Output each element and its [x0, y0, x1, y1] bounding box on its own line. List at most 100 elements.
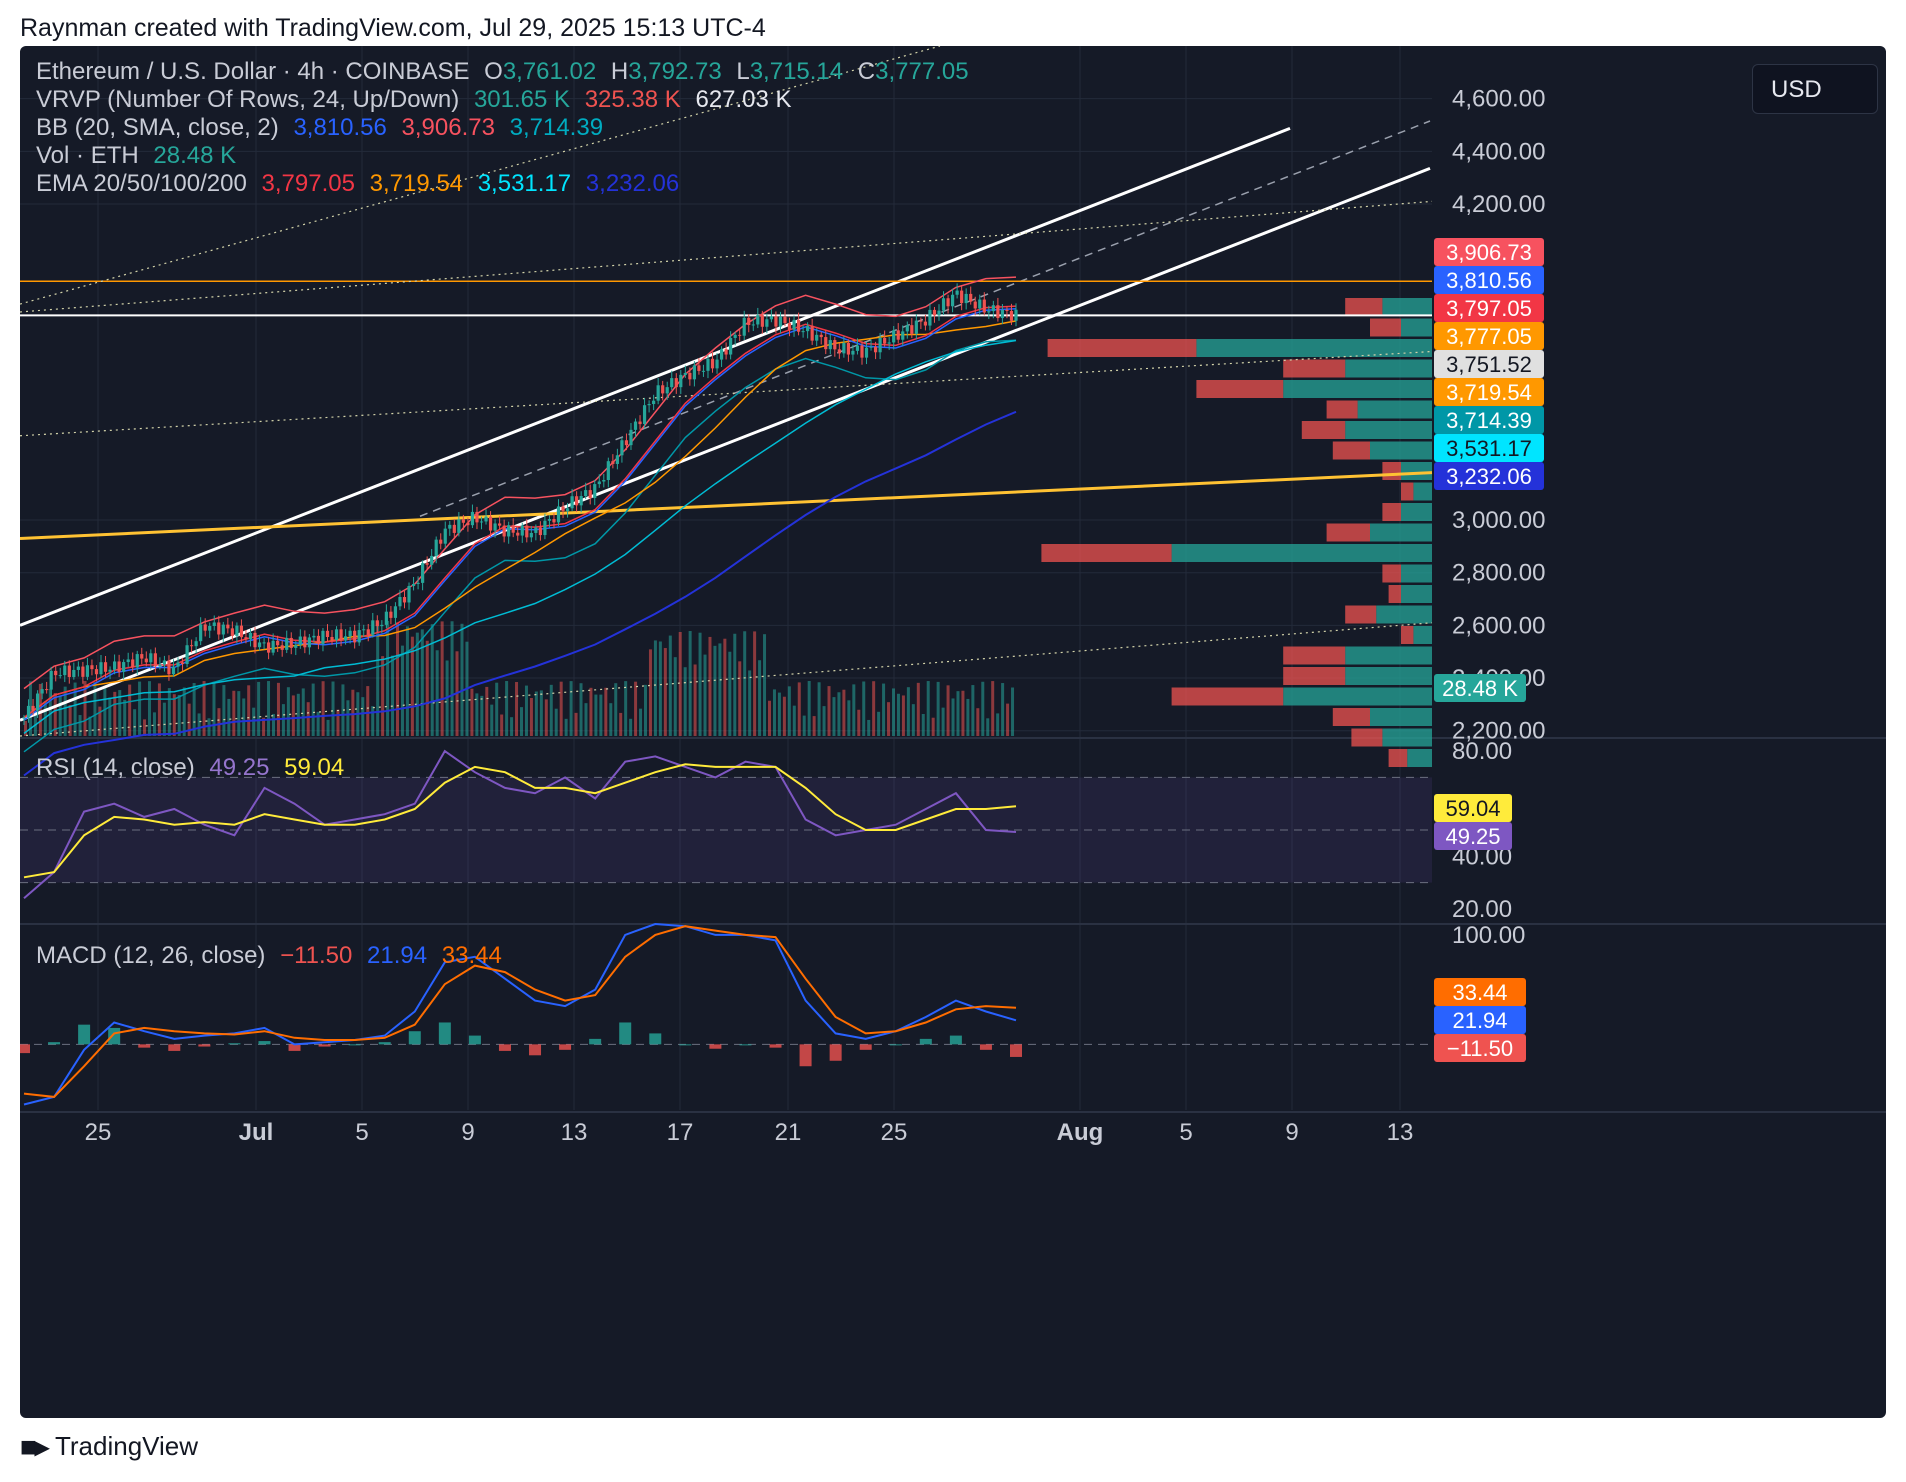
candle-body: [846, 343, 851, 355]
macd-signal-value: 33.44: [441, 942, 502, 969]
volume-bar: [609, 703, 613, 736]
footer-brand[interactable]: ■▸ TradingView: [20, 1430, 198, 1463]
rsi-value: 49.25: [209, 754, 270, 781]
rsi-legend[interactable]: RSI (14, close) 49.25 59.04: [36, 754, 352, 782]
vrvp-label[interactable]: VRVP (Number Of Rows, 24, Up/Down): [36, 86, 460, 113]
macd-label[interactable]: MACD (12, 26, close): [36, 942, 266, 969]
chart-canvas[interactable]: 2,200.002,400.002,600.002,800.003,000.00…: [20, 46, 1886, 1418]
bb-label[interactable]: BB (20, SMA, close, 2): [36, 114, 279, 141]
candle-body: [873, 346, 878, 353]
volume-bar: [306, 702, 310, 736]
volume-label[interactable]: Vol · ETH: [36, 142, 139, 169]
price-tick-label: 2,800.00: [1452, 560, 1545, 587]
candle-body: [126, 659, 130, 663]
volume-bar: [172, 694, 176, 736]
candle-body: [529, 532, 533, 538]
ema-legend[interactable]: EMA 20/50/100/200 3,797.05 3,719.54 3,53…: [36, 170, 687, 198]
time-tick-label: 25: [85, 1119, 112, 1146]
vrvp-down-bar: [1382, 503, 1401, 521]
volume-bar: [882, 683, 886, 736]
volume-bar: [1006, 703, 1010, 736]
candle-body: [63, 665, 67, 676]
volume-bar: [842, 689, 846, 736]
vrvp-up-bar: [1283, 380, 1432, 398]
candle-body: [520, 525, 524, 536]
price-label-text: 3,906.73: [1446, 240, 1532, 265]
candle-body: [244, 637, 248, 640]
candle-body: [452, 524, 456, 533]
macd-legend[interactable]: MACD (12, 26, close) −11.50 21.94 33.44: [36, 942, 510, 970]
high-label: H: [610, 58, 629, 85]
rsi-label[interactable]: RSI (14, close): [36, 754, 195, 781]
macd-histogram-bar: [559, 1044, 572, 1050]
volume-legend[interactable]: Vol · ETH 28.48 K: [36, 142, 244, 170]
close-value: 3,777.05: [875, 58, 969, 85]
candle-body: [267, 642, 271, 653]
volume-bar: [896, 693, 900, 736]
price-label-text: 3,531.17: [1446, 436, 1532, 461]
symbol-legend[interactable]: Ethereum / U.S. Dollar · 4h · COINBASE O…: [36, 58, 977, 86]
candle-body: [276, 640, 280, 646]
candle-body: [914, 320, 918, 334]
volume-bar: [956, 691, 960, 736]
price-tick-label: 4,200.00: [1452, 191, 1545, 218]
ema-label[interactable]: EMA 20/50/100/200: [36, 170, 247, 197]
time-tick-label: Jul: [239, 1119, 274, 1146]
chart-frame[interactable]: 2,200.002,400.002,600.002,800.003,000.00…: [20, 46, 1886, 1418]
volume-bar: [639, 708, 643, 736]
volume-bar: [703, 654, 707, 736]
price-tick-label: 2,200.00: [1452, 718, 1545, 745]
candle-body: [366, 629, 370, 635]
macd-histogram-bar: [979, 1044, 992, 1050]
candle-body: [973, 301, 977, 309]
candle-body: [652, 400, 656, 405]
macd-histogram-bar: [228, 1043, 241, 1045]
candle-body: [140, 654, 144, 659]
volume-bar: [33, 710, 37, 736]
volume-bar: [911, 704, 915, 736]
candle-body: [303, 636, 307, 648]
symbol-name[interactable]: Ethereum / U.S. Dollar · 4h · COINBASE: [36, 58, 470, 85]
volume-bar: [257, 681, 261, 736]
volume-bar: [301, 688, 305, 736]
footer-brand-text: TradingView: [54, 1431, 199, 1461]
volume-bar: [386, 621, 390, 736]
vrvp-down-bar: [1171, 687, 1284, 706]
volume-label-text: 28.48 K: [1442, 676, 1518, 701]
candle-body: [633, 421, 638, 430]
vrvp-down-bar: [1283, 359, 1346, 378]
candle-body: [461, 519, 465, 523]
macd-histogram-bar: [949, 1035, 962, 1045]
macd-histogram-bar: [288, 1044, 301, 1051]
volume-bar: [713, 645, 717, 736]
dotted-fib-line: [20, 622, 1433, 737]
vrvp-legend[interactable]: VRVP (Number Of Rows, 24, Up/Down) 301.6…: [36, 86, 800, 114]
candle-body: [135, 654, 139, 668]
volume-bar: [708, 636, 712, 736]
candle-body: [932, 309, 937, 316]
volume-bar: [222, 685, 226, 736]
bb-legend[interactable]: BB (20, SMA, close, 2) 3,810.56 3,906.73…: [36, 114, 611, 142]
volume-bar: [420, 629, 424, 736]
bb-basis-line: [23, 307, 1017, 721]
volume-bar: [797, 682, 801, 736]
volume-bar: [480, 695, 484, 736]
candle-body: [923, 321, 928, 326]
candle-body: [72, 669, 76, 678]
volume-bar: [167, 688, 171, 736]
volume-bar: [28, 681, 32, 736]
volume-bar: [376, 622, 380, 736]
channel-upper-line: [20, 126, 1291, 627]
vrvp-down-bar: [1382, 564, 1401, 583]
price-tick-label: 4,600.00: [1452, 86, 1545, 113]
currency-button[interactable]: USD: [1752, 64, 1878, 114]
price-label-text: 3,232.06: [1446, 464, 1532, 489]
volume-bar: [520, 707, 523, 736]
volume-bar: [748, 670, 752, 736]
volume-bar: [500, 714, 504, 736]
vrvp-up-bar: [1370, 708, 1432, 726]
candle-body: [769, 316, 773, 320]
volume-bar: [515, 682, 519, 736]
volume-bar: [1001, 683, 1005, 736]
vrvp-down-bar: [1351, 728, 1383, 747]
